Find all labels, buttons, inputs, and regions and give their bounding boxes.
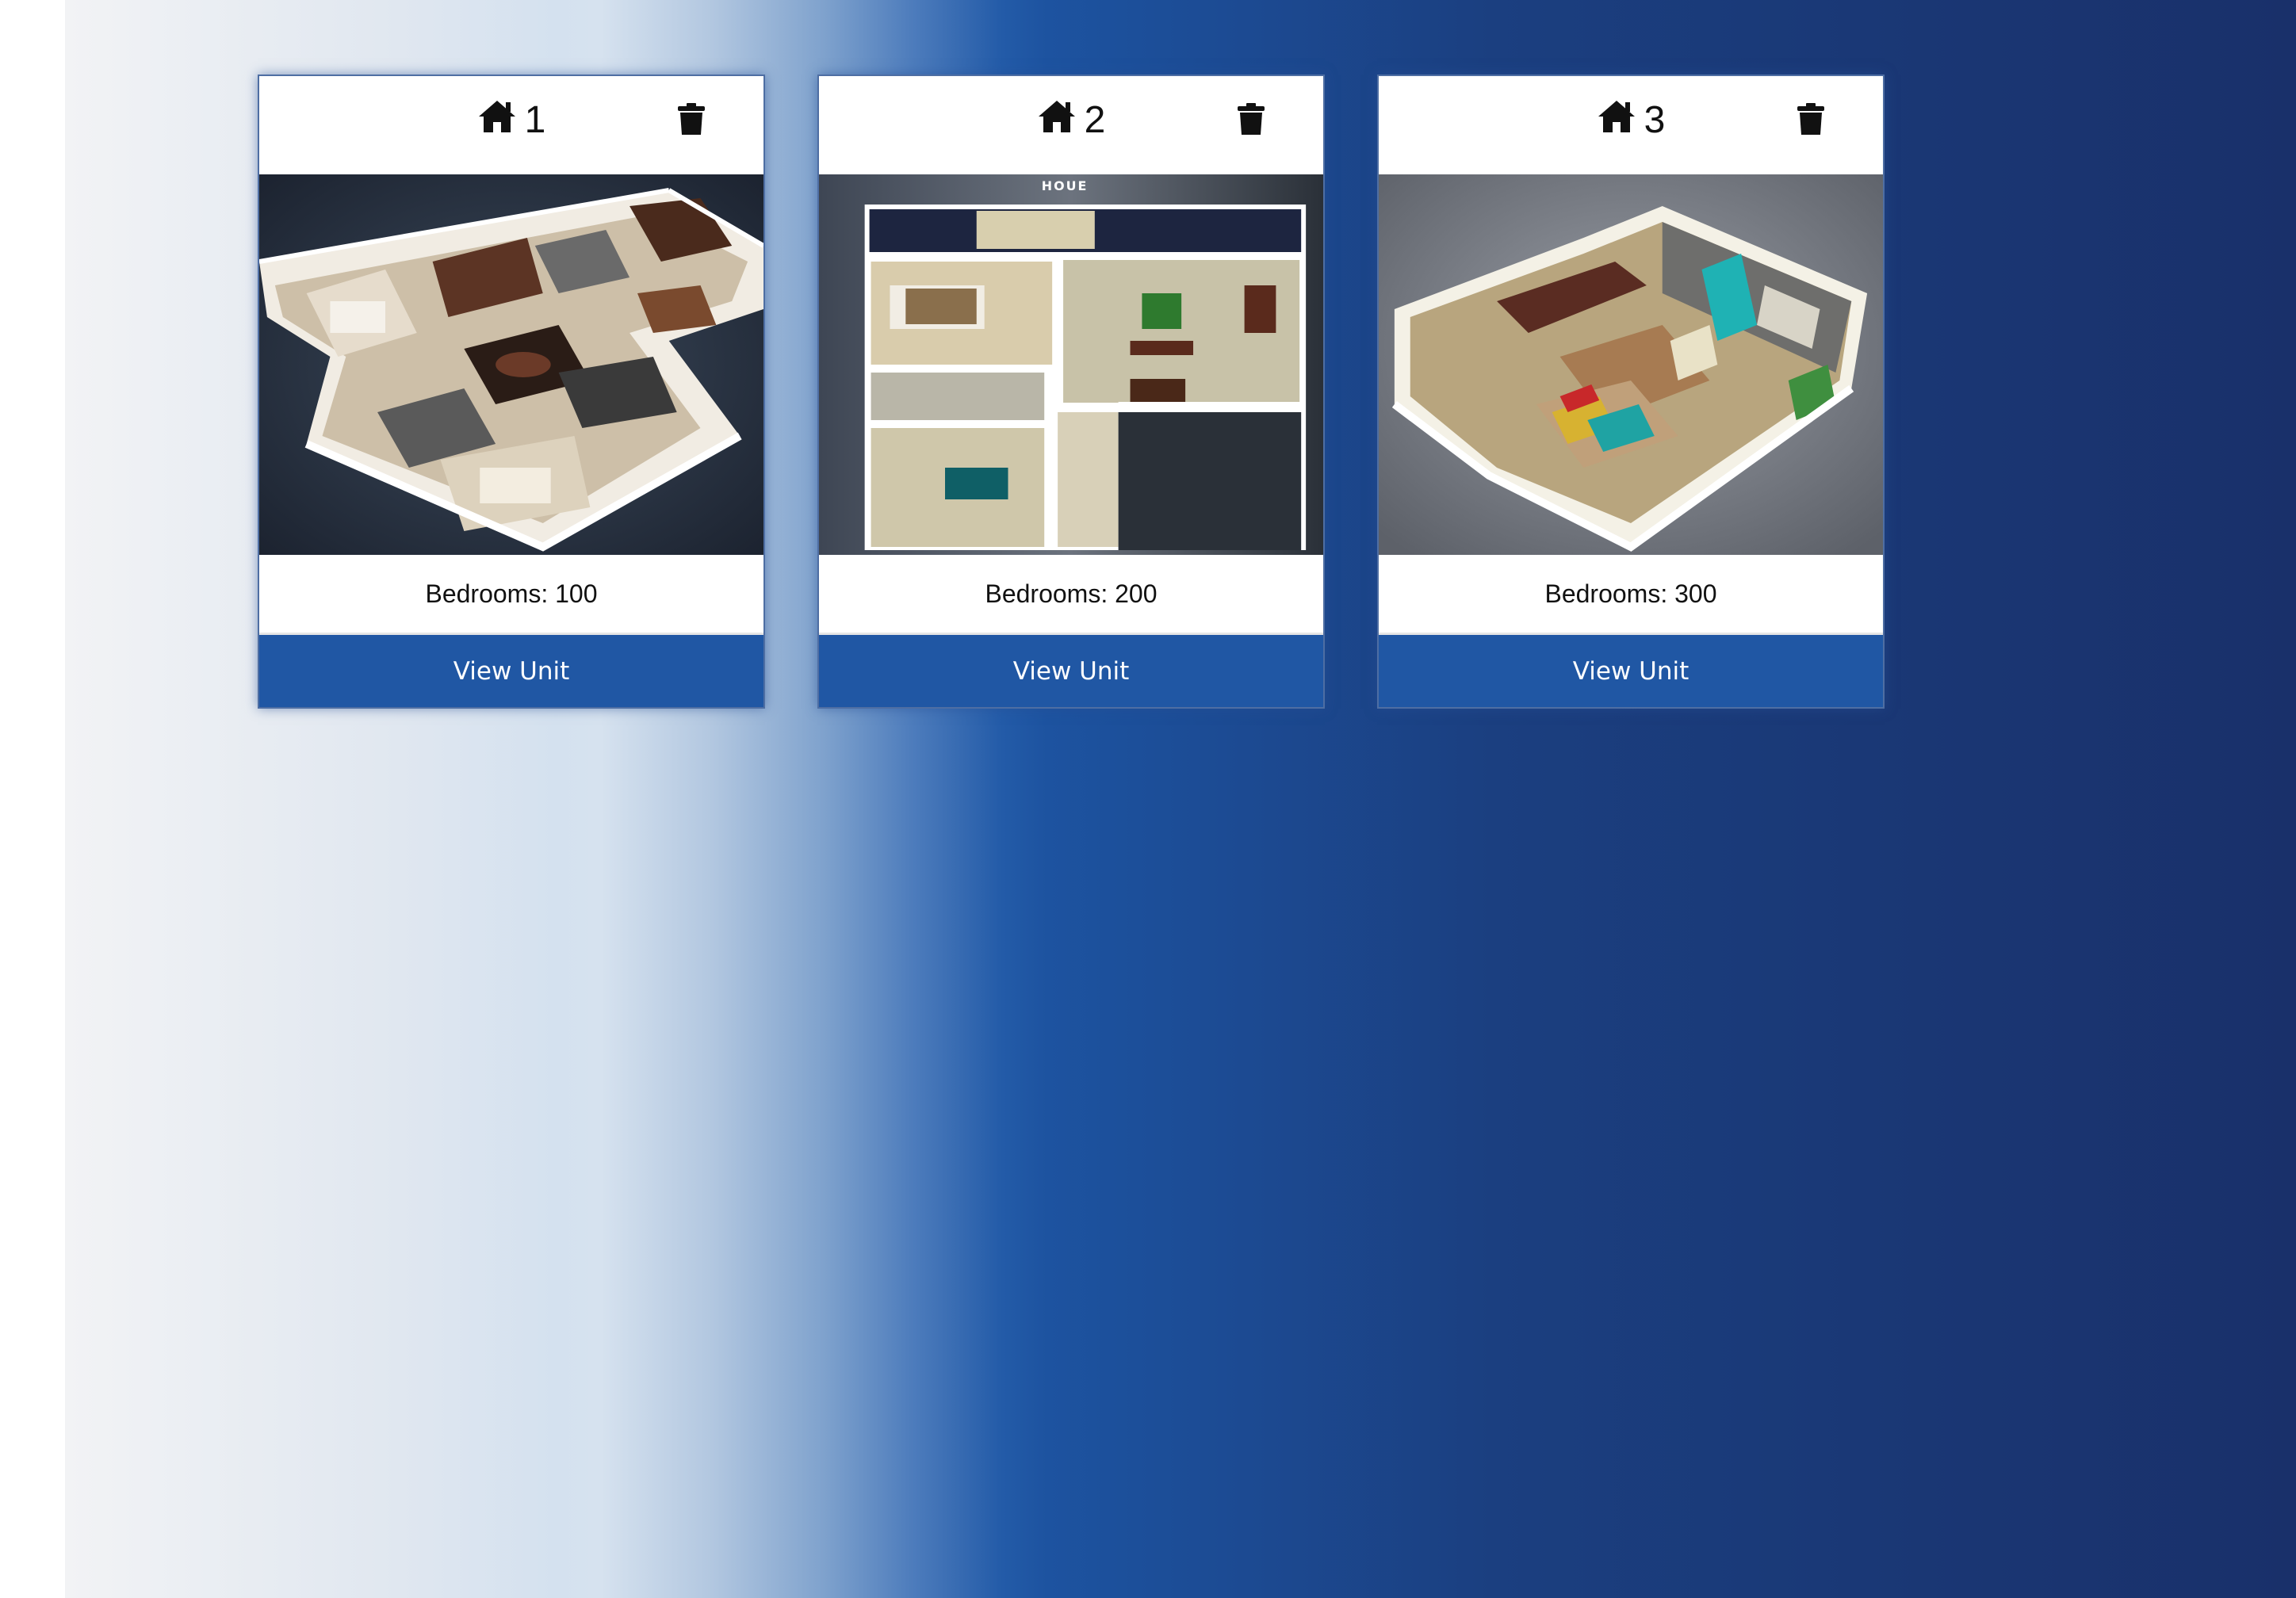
floor-plan-image: HOUE — [819, 174, 1323, 555]
home-icon — [1597, 99, 1636, 142]
unit-card: 2 HOUE — [817, 75, 1325, 709]
left-strip — [0, 0, 66, 1598]
card-header: 3 — [1379, 76, 1883, 174]
bedrooms-count: Bedrooms: 100 — [259, 555, 763, 635]
view-unit-button[interactable]: View Unit — [819, 635, 1323, 707]
trash-icon[interactable] — [1797, 103, 1824, 135]
card-header: 2 — [819, 76, 1323, 174]
card-title: 1 — [259, 98, 763, 142]
unit-number: 1 — [524, 99, 546, 141]
view-unit-button[interactable]: View Unit — [259, 635, 763, 707]
unit-card-list: 1 — [258, 75, 1885, 709]
home-icon — [1037, 99, 1077, 142]
unit-card: 3 — [1377, 75, 1885, 709]
card-title: 2 — [819, 98, 1323, 142]
main-area: 1 — [65, 0, 2296, 1598]
floor-plan-image — [259, 174, 763, 555]
trash-icon[interactable] — [1238, 103, 1265, 135]
floor-plan-image — [1379, 174, 1883, 555]
trash-icon[interactable] — [678, 103, 705, 135]
unit-number: 3 — [1644, 99, 1666, 141]
view-unit-button[interactable]: View Unit — [1379, 635, 1883, 707]
bedrooms-count: Bedrooms: 300 — [1379, 555, 1883, 635]
home-icon — [477, 99, 517, 142]
unit-number: 2 — [1084, 99, 1106, 141]
image-label: HOUE — [1042, 178, 1089, 193]
card-header: 1 — [259, 76, 763, 174]
card-title: 3 — [1379, 98, 1883, 142]
unit-card: 1 — [258, 75, 765, 709]
bedrooms-count: Bedrooms: 200 — [819, 555, 1323, 635]
